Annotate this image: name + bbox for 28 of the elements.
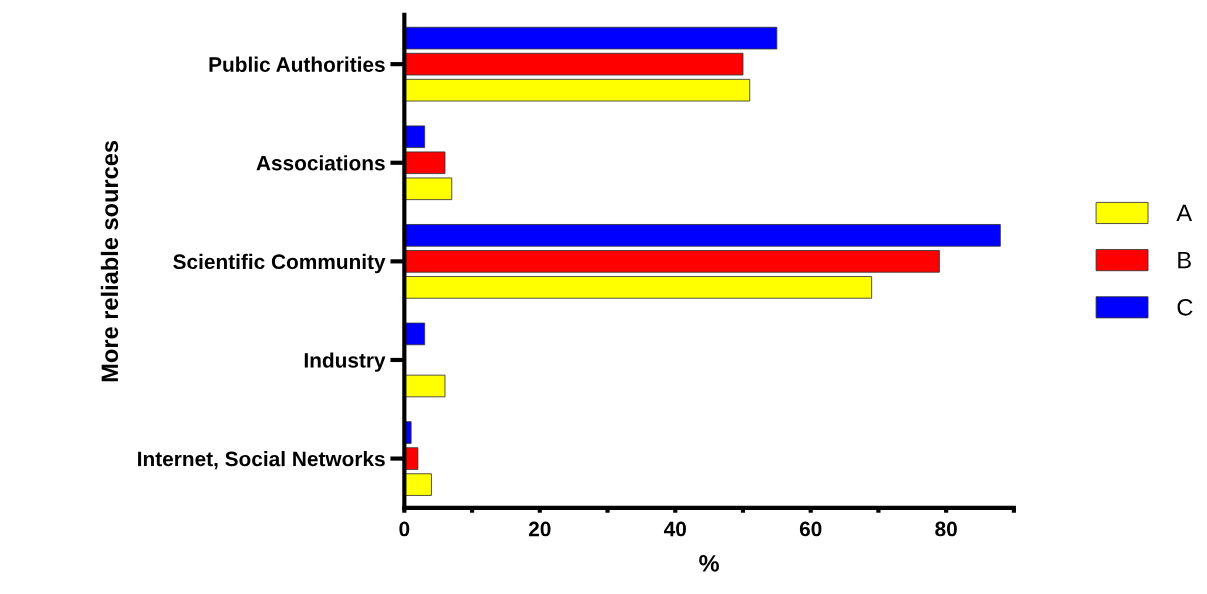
bar xyxy=(404,78,751,102)
y-tick-label: Associations xyxy=(256,155,385,171)
legend-label: C xyxy=(1177,298,1193,316)
bar xyxy=(404,151,446,175)
x-axis-title: % xyxy=(699,555,719,572)
bar xyxy=(404,52,744,76)
x-tick-label: 80 xyxy=(935,521,957,537)
bar xyxy=(404,374,446,398)
bar xyxy=(404,473,432,496)
legend-label: B xyxy=(1178,251,1191,269)
bar xyxy=(404,224,1001,247)
x-tick-label: 0 xyxy=(399,521,410,537)
legend-label: A xyxy=(1176,204,1193,222)
bar xyxy=(404,250,940,273)
bar xyxy=(404,125,426,148)
bar xyxy=(404,322,426,346)
y-tick-label: Public Authorities xyxy=(209,56,385,72)
x-tick-label: 60 xyxy=(799,521,822,537)
bar xyxy=(404,447,419,470)
x-tick-label: 20 xyxy=(528,521,551,537)
y-tick-label: Internet, Social Networks xyxy=(138,451,385,470)
bar xyxy=(404,26,778,50)
bar xyxy=(404,276,873,299)
x-tick-label: 40 xyxy=(663,521,686,537)
y-axis-title: More reliable sources xyxy=(100,140,119,382)
bar xyxy=(404,177,453,201)
y-tick-label: Scientific Community xyxy=(173,253,386,274)
y-tick-label: Industry xyxy=(304,352,386,372)
